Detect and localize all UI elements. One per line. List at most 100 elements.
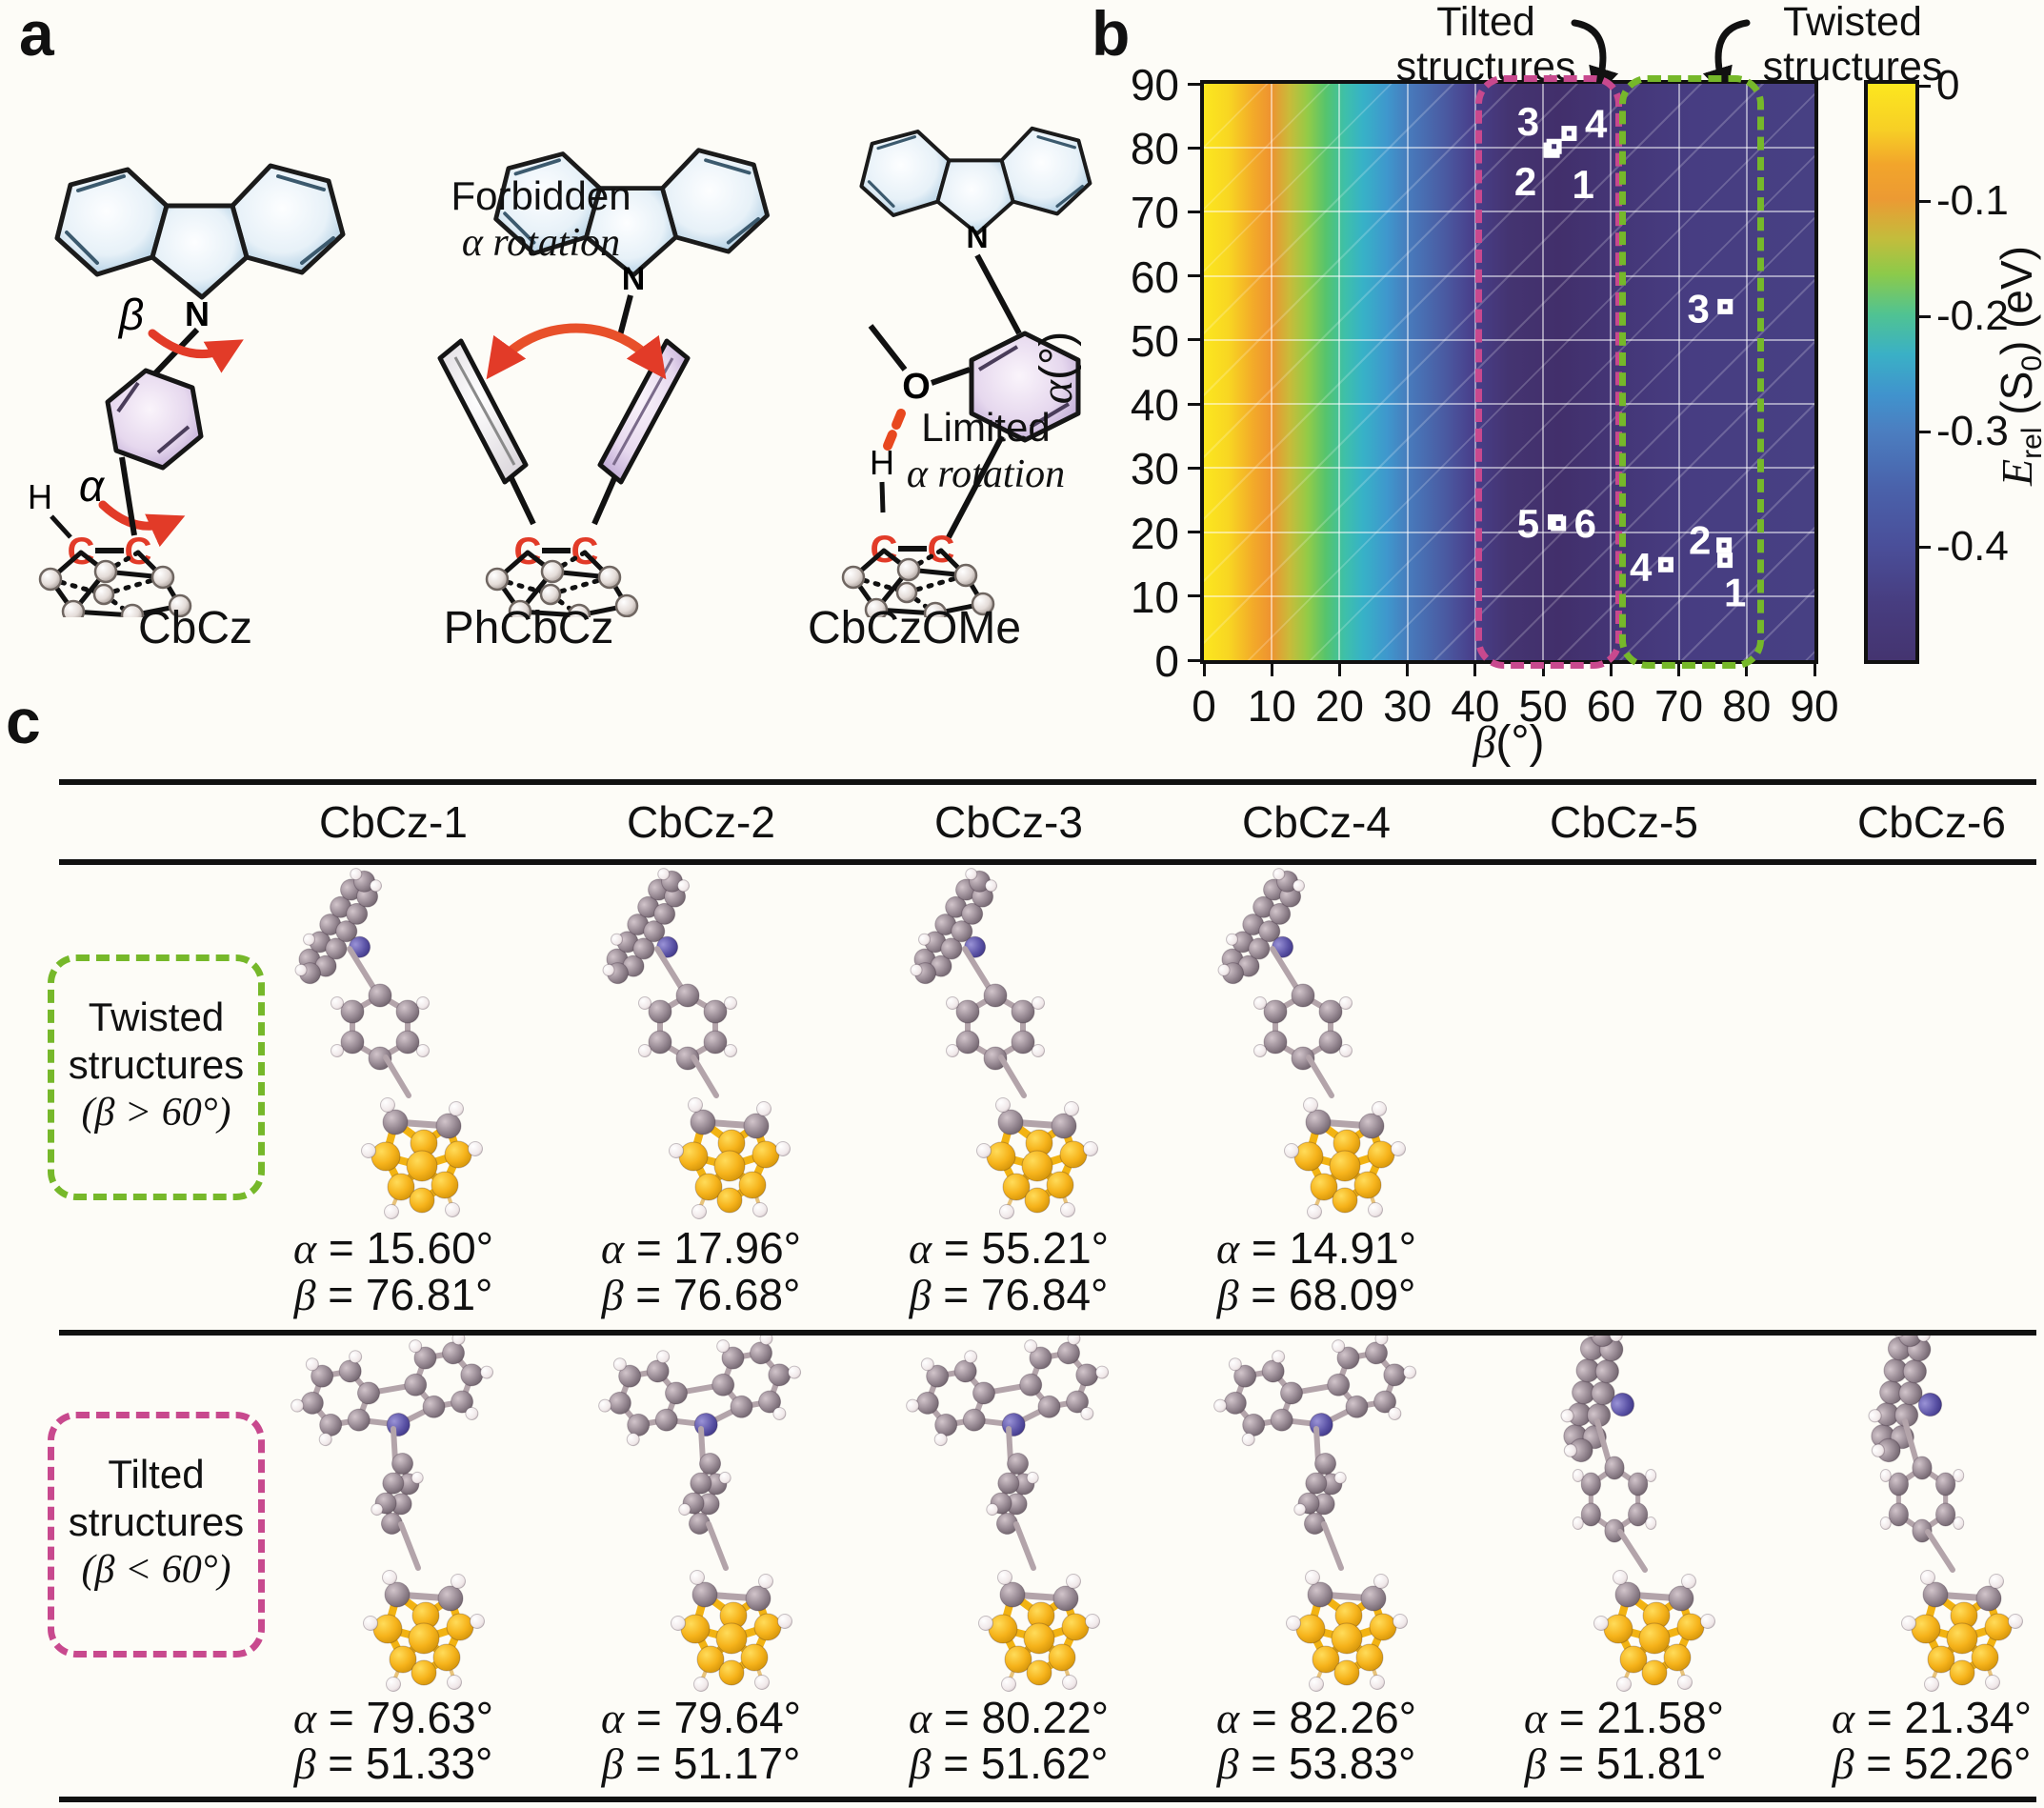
colorbar-tick-label: -0.1 <box>1936 177 2009 224</box>
grid-line-v <box>1542 84 1545 660</box>
structure-image-CbCz-1-tilted <box>250 1332 536 1707</box>
contour-hatch-overlay <box>1204 84 1814 660</box>
cbczome-name: CbCzOMe <box>807 603 1022 653</box>
column-header-CbCz-2: CbCz-2 <box>627 797 775 847</box>
cbcz-h-atom: H <box>28 477 52 516</box>
group-line3: (β < 60°) <box>81 1548 231 1593</box>
grid-line-v <box>1338 84 1341 660</box>
column-header-CbCz-1: CbCz-1 <box>319 797 468 847</box>
tilted-group-box: Tilted structures (β < 60°) <box>48 1412 265 1657</box>
column-header-CbCz-6: CbCz-6 <box>1857 797 2006 847</box>
colorbar-tick-label: 0 <box>1936 62 1960 109</box>
grid-line-h <box>1204 274 1814 277</box>
annotation-line2: α rotation <box>461 221 621 266</box>
x-tick-mark <box>1813 664 1816 676</box>
forbidden-rotation-annotation: Forbidden α rotation <box>427 173 655 267</box>
panel-c-label: c <box>6 686 41 756</box>
y-tick-mark <box>1188 338 1200 342</box>
colorbar-title: Erel (S0) (eV) <box>1992 246 2044 486</box>
panel-b-label: b <box>1092 0 1131 69</box>
column-header-CbCz-4: CbCz-4 <box>1242 797 1391 847</box>
grid-line-h <box>1204 403 1814 406</box>
grid-line-h <box>1204 338 1814 341</box>
beta-value-CbCz-5-row2: β = 51.81° <box>1524 1738 1724 1788</box>
alpha-value-CbCz-2-row2: α = 79.64° <box>600 1693 802 1742</box>
beta-value-CbCz-1-row1: β = 76.81° <box>293 1270 493 1319</box>
alpha-value-CbCz-4-row1: α = 14.91° <box>1215 1223 1417 1273</box>
cbcz-structure: N β α H C C <box>28 84 392 617</box>
twisted-group-box: Twisted structures (β > 60°) <box>48 954 265 1200</box>
callout-line1: Tilted <box>1436 0 1535 45</box>
cbczome-structure: N O H C C <box>791 84 1219 617</box>
y-tick-mark <box>1188 146 1200 150</box>
table-rule-top <box>59 779 2036 785</box>
y-tick-label: 70 <box>1130 188 1179 238</box>
x-tick-mark <box>1677 664 1681 676</box>
table-rule-header <box>59 859 2036 865</box>
grid-line-v <box>1745 84 1748 660</box>
grid-line-h <box>1204 211 1814 213</box>
beta-value-CbCz-2-row1: β = 76.68° <box>601 1270 801 1319</box>
cbczome-n-atom: N <box>966 220 988 254</box>
x-tick-label: 70 <box>1653 681 1704 731</box>
twisted-structures-callout: Twisted structures <box>1748 0 1957 90</box>
grid-line-h <box>1204 594 1814 597</box>
beta-value-CbCz-6-row2: β = 52.26° <box>1832 1738 2032 1788</box>
alpha-value-CbCz-3-row1: α = 55.21° <box>908 1223 1110 1273</box>
annotation-line2: α rotation <box>906 452 1066 497</box>
annotation-line1: Forbidden <box>451 173 631 218</box>
x-tick-mark <box>1270 664 1273 676</box>
grid-line-v <box>1406 84 1409 660</box>
beta-value-CbCz-2-row2: β = 51.17° <box>601 1738 801 1788</box>
y-tick-mark <box>1188 274 1200 278</box>
x-tick-label: 80 <box>1722 681 1772 731</box>
x-tick-label: 40 <box>1451 681 1500 731</box>
column-header-CbCz-3: CbCz-3 <box>934 797 1083 847</box>
cbcz-name: CbCz <box>137 603 253 653</box>
structure-image-CbCz-2-twisted <box>558 865 844 1236</box>
x-tick-mark <box>1202 664 1206 676</box>
limited-rotation-annotation: Limited α rotation <box>876 405 1095 498</box>
annotation-line1: Limited <box>921 405 1051 450</box>
structure-image-CbCz-5-tilted <box>1481 1322 1767 1707</box>
callout-line1: Twisted <box>1783 0 1922 45</box>
y-tick-label: 20 <box>1130 508 1179 558</box>
colorbar-tick-mark <box>1919 314 1931 318</box>
grid-line-h <box>1204 467 1814 470</box>
alpha-value-CbCz-5-row2: α = 21.58° <box>1523 1693 1725 1742</box>
y-tick-mark <box>1188 658 1200 662</box>
colorbar-tick-label: -0.3 <box>1936 408 2009 454</box>
x-tick-mark <box>1609 664 1613 676</box>
cbcz-n-atom: N <box>185 294 210 333</box>
x-tick-mark <box>1337 664 1341 676</box>
grid-line-h <box>1204 531 1814 533</box>
y-tick-label: 10 <box>1130 572 1179 622</box>
grid-line-h <box>1204 147 1814 150</box>
colorbar-tick-mark <box>1919 84 1931 88</box>
colorbar-tick-label: -0.4 <box>1936 523 2009 570</box>
x-tick-label: 90 <box>1790 681 1839 731</box>
tilted-region-box <box>1475 75 1622 669</box>
x-tick-mark <box>1406 664 1410 676</box>
y-tick-label: 40 <box>1130 380 1179 431</box>
twisted-region-box <box>1619 75 1765 669</box>
colorbar-tick-mark <box>1919 430 1931 433</box>
y-tick-label: 60 <box>1130 251 1179 302</box>
alpha-rotation-arrow <box>98 500 186 548</box>
structure-image-CbCz-4-tilted <box>1173 1332 1459 1707</box>
grid-line-v <box>1473 84 1476 660</box>
beta-value-CbCz-1-row2: β = 51.33° <box>293 1738 493 1788</box>
structure-image-CbCz-3-twisted <box>866 865 1152 1236</box>
beta-value-CbCz-4-row2: β = 53.83° <box>1216 1738 1416 1788</box>
cbczome-h-atom: H <box>870 443 894 482</box>
cbczome-o-atom: O <box>902 367 931 407</box>
y-tick-label: 90 <box>1130 60 1179 110</box>
x-tick-label: 30 <box>1383 681 1433 731</box>
hydrogen-bond-dash <box>883 409 906 451</box>
grid-line-v <box>1677 84 1680 660</box>
group-line2: structures <box>68 1041 245 1087</box>
y-tick-mark <box>1188 402 1200 406</box>
beta-value-CbCz-3-row1: β = 76.84° <box>909 1270 1109 1319</box>
y-tick-mark <box>1188 594 1200 598</box>
colorbar-tick-mark <box>1919 545 1931 549</box>
